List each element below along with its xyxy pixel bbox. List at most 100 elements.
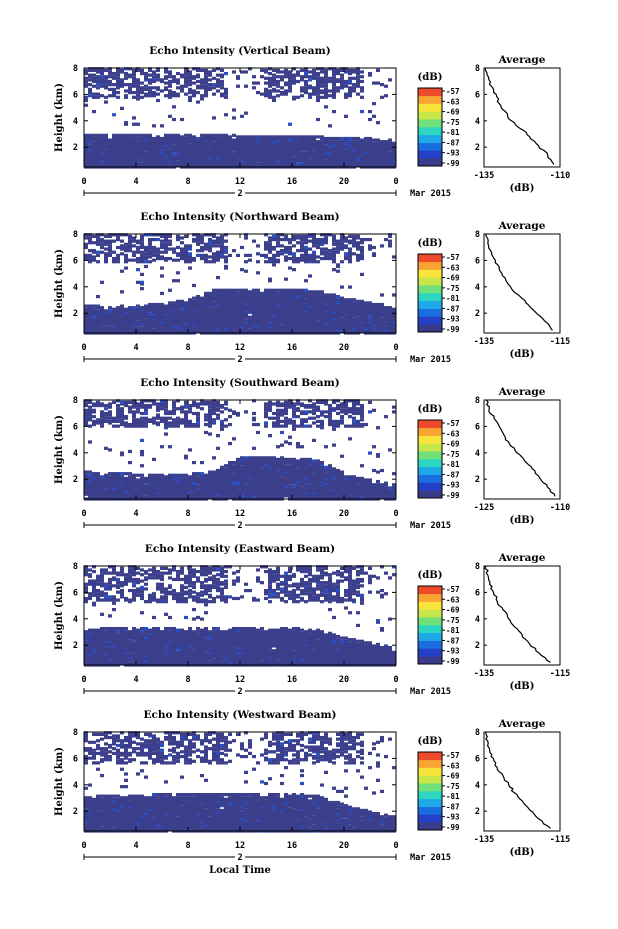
heatmap-cell xyxy=(264,92,268,96)
heatmap-cell xyxy=(156,233,160,237)
heatmap-cell xyxy=(200,81,204,85)
heatmap-cell xyxy=(288,83,292,87)
heatmap-cell xyxy=(100,250,104,254)
heatmap-cell xyxy=(132,253,136,257)
heatmap-cell xyxy=(104,75,108,79)
heatmap-cell xyxy=(100,418,104,422)
heatmap-cell xyxy=(352,301,356,305)
heatmap-cell xyxy=(172,75,176,79)
heatmap-cell xyxy=(132,84,136,88)
heatmap-cell xyxy=(248,253,252,257)
heatmap-cell xyxy=(320,70,324,74)
heatmap-cell xyxy=(368,315,372,319)
heatmap-cell xyxy=(124,415,128,419)
heatmap-cell xyxy=(332,237,336,242)
heatmap-cell xyxy=(292,135,296,139)
heatmap-cell xyxy=(140,464,144,468)
heatmap-cell xyxy=(284,277,288,281)
heatmap-cell xyxy=(112,87,116,91)
heatmap-cell xyxy=(176,279,180,283)
heatmap-cell xyxy=(92,241,96,245)
heatmap-cell xyxy=(372,252,376,256)
heatmap-cell xyxy=(108,83,112,87)
heatmap-cell xyxy=(284,140,288,144)
heatmap-cell xyxy=(124,421,128,425)
heatmap-cell xyxy=(84,307,88,311)
heatmap-cell xyxy=(368,301,372,305)
colorbar-segment xyxy=(418,300,442,309)
heatmap-cell xyxy=(128,475,132,479)
heatmap-cell xyxy=(184,70,188,74)
heatmap-cell xyxy=(108,475,112,479)
heatmap-cell xyxy=(104,100,108,104)
colorbar-tick-label: -69 xyxy=(446,274,460,283)
heatmap-cell xyxy=(144,133,148,137)
heatmap-cell xyxy=(84,253,88,257)
heatmap-cell xyxy=(192,237,196,242)
heatmap-cell xyxy=(288,138,292,142)
heatmap-cell xyxy=(180,117,184,122)
heatmap-cell xyxy=(140,253,144,257)
heatmap-cell xyxy=(372,141,376,145)
heatmap-cell xyxy=(204,71,208,76)
heatmap-cell xyxy=(156,250,160,254)
heatmap-cell xyxy=(124,253,128,257)
heatmap-cell xyxy=(152,245,156,250)
heatmap-cell xyxy=(208,291,212,296)
heatmap-cell xyxy=(220,244,224,248)
heatmap-cell xyxy=(340,79,344,84)
profile-y-tick-label: 8 xyxy=(475,64,480,74)
heatmap-cell xyxy=(316,92,320,96)
heatmap-cell xyxy=(104,239,108,243)
heatmap-cell xyxy=(132,239,136,243)
y-tick-label: 2 xyxy=(73,309,78,319)
heatmap-cell xyxy=(192,256,196,261)
heatmap-cell xyxy=(252,138,256,142)
heatmap-cell xyxy=(144,416,148,420)
heatmap-cell xyxy=(272,258,276,262)
heatmap-cell xyxy=(232,151,236,155)
y-tick-label: 2 xyxy=(73,143,78,153)
profile-y-tick-label: 6 xyxy=(475,256,480,266)
date-label: Mar 2015 xyxy=(410,355,451,365)
heatmap-cell xyxy=(372,114,376,118)
heatmap-cell xyxy=(308,239,312,243)
heatmap-cell xyxy=(144,71,148,76)
heatmap-cell xyxy=(312,73,316,77)
heatmap-cell xyxy=(148,473,152,477)
heatmap-cell xyxy=(88,133,92,137)
heatmap-cell xyxy=(148,233,152,237)
heatmap-cell xyxy=(152,473,156,477)
heatmap-cell xyxy=(140,419,144,423)
heatmap-cell xyxy=(240,245,244,250)
heatmap-cell xyxy=(96,239,100,243)
heatmap-cell xyxy=(272,253,276,257)
heatmap-cell xyxy=(172,144,176,149)
heatmap-cell xyxy=(200,97,204,101)
heatmap-cell xyxy=(116,260,120,264)
colorbar-tick-label: -81 xyxy=(446,128,460,137)
heatmap-cell xyxy=(88,413,92,417)
heatmap-cell xyxy=(272,68,276,72)
heatmap-cell xyxy=(124,89,128,93)
heatmap-cell xyxy=(124,242,128,246)
heatmap-cell xyxy=(100,245,104,250)
heatmap-cell xyxy=(84,236,88,240)
heatmap-cell xyxy=(216,288,220,292)
colorbar: -57-63-69-75-81-87-93-99 xyxy=(417,87,460,168)
heatmap-cell xyxy=(380,83,384,87)
heatmap-cell xyxy=(168,92,172,96)
heatmap-cell xyxy=(244,269,248,273)
heatmap-cell xyxy=(132,244,136,248)
heatmap-cell xyxy=(140,438,144,443)
heatmap-cell xyxy=(144,318,148,322)
heatmap-cell xyxy=(204,291,208,296)
heatmap-cell xyxy=(268,256,272,261)
heatmap-cell xyxy=(344,255,348,259)
heatmap-cell xyxy=(120,475,124,479)
heatmap-cell xyxy=(244,253,248,257)
heatmap-cell xyxy=(268,147,272,152)
heatmap-cell xyxy=(96,400,100,404)
heatmap-cell xyxy=(120,239,124,243)
heatmap-cell xyxy=(88,249,92,253)
